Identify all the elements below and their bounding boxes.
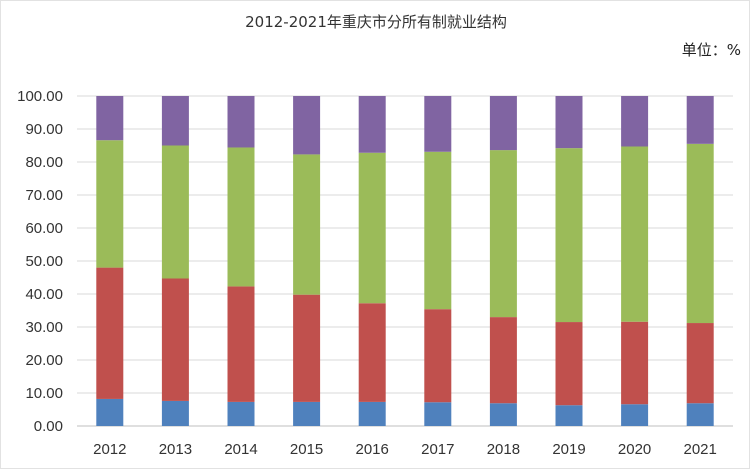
bar-segment	[96, 398, 124, 426]
bar-segment	[293, 294, 321, 402]
bar-segment	[621, 321, 649, 405]
y-tick-label: 30.00	[25, 319, 63, 336]
bar-segment	[555, 96, 583, 149]
bar-segment	[96, 96, 124, 141]
bar-segment	[424, 309, 452, 403]
bar-segment	[161, 400, 189, 426]
bar-segment	[686, 143, 714, 324]
bar-segment	[555, 405, 583, 426]
bar-segment	[227, 401, 255, 426]
y-tick-label: 80.00	[25, 154, 63, 171]
bar-segment	[555, 148, 583, 323]
x-tick-label: 2020	[618, 441, 651, 458]
bar-segment	[227, 286, 255, 402]
bar-segment	[293, 401, 321, 426]
bar-segment	[293, 96, 321, 155]
bar-segment	[489, 403, 517, 426]
y-tick-label: 10.00	[25, 385, 63, 402]
y-tick-label: 50.00	[25, 253, 63, 270]
bar-segment	[358, 152, 386, 304]
bar-segment	[621, 146, 649, 322]
bar-segment	[96, 140, 124, 268]
bar-segment	[621, 96, 649, 147]
y-tick-label: 20.00	[25, 352, 63, 369]
x-tick-label: 2015	[290, 441, 323, 458]
unit-label: 单位：%	[681, 41, 741, 59]
bar-segment	[489, 317, 517, 404]
y-tick-label: 40.00	[25, 286, 63, 303]
bar-segment	[358, 96, 386, 153]
bar-segment	[555, 322, 583, 406]
bar-segment	[489, 150, 517, 318]
bar-segment	[161, 145, 189, 279]
y-tick-label: 0.00	[34, 418, 63, 435]
x-tick-label: 2013	[159, 441, 192, 458]
bar-segment	[424, 96, 452, 152]
bar-segment	[161, 96, 189, 146]
bar-segment	[358, 303, 386, 402]
x-tick-label: 2014	[224, 441, 257, 458]
bar-segment	[686, 323, 714, 404]
y-tick-label: 70.00	[25, 187, 63, 204]
bar-segment	[621, 404, 649, 426]
x-tick-label: 2017	[421, 441, 454, 458]
y-tick-label: 100.00	[17, 88, 63, 105]
chart-title: 2012-2021年重庆市分所有制就业结构	[245, 13, 507, 31]
bar-segment	[96, 267, 124, 399]
x-tick-label: 2012	[93, 441, 126, 458]
x-tick-label: 2019	[552, 441, 585, 458]
bar-segment	[686, 403, 714, 426]
bar-segment	[227, 96, 255, 148]
bar-segment	[424, 402, 452, 426]
bar-segment	[358, 401, 386, 426]
y-tick-label: 90.00	[25, 121, 63, 138]
bar-segment	[293, 154, 321, 295]
x-tick-label: 2018	[487, 441, 520, 458]
bar-segment	[489, 96, 517, 151]
x-tick-label: 2016	[356, 441, 389, 458]
bar-segment	[686, 96, 714, 144]
x-tick-label: 2021	[684, 441, 717, 458]
bar-segment	[227, 147, 255, 287]
y-tick-label: 60.00	[25, 220, 63, 237]
bar-segment	[161, 278, 189, 401]
bar-segment	[424, 151, 452, 310]
